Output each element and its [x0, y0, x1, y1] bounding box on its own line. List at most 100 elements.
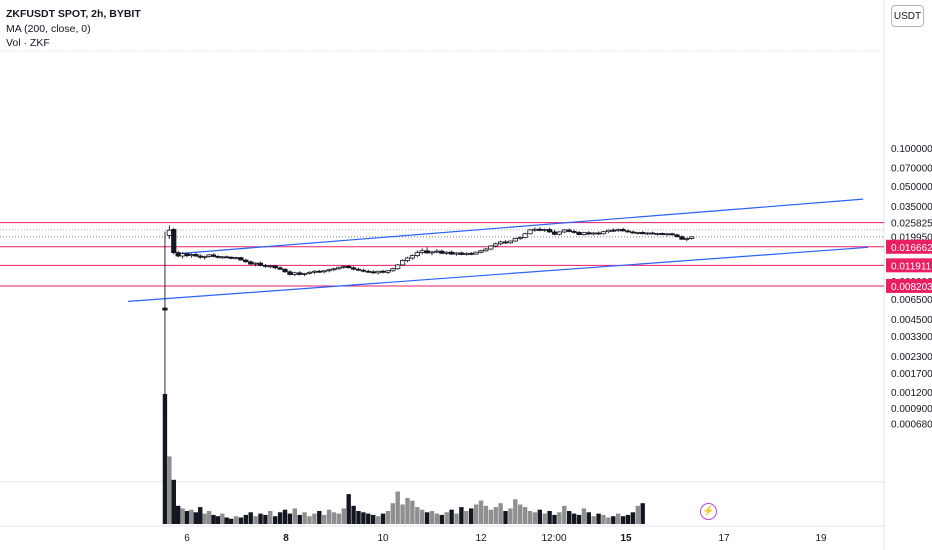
candle-body[interactable]: [409, 255, 416, 259]
candle-body[interactable]: [561, 229, 567, 233]
candle-body[interactable]: [243, 259, 249, 263]
candle-body[interactable]: [248, 261, 254, 265]
candle-body[interactable]: [375, 270, 381, 274]
candle-body[interactable]: [507, 240, 514, 244]
candle-body[interactable]: [171, 229, 177, 254]
candle-body[interactable]: [605, 229, 612, 233]
candle-body[interactable]: [684, 237, 690, 240]
candle-body[interactable]: [610, 229, 616, 232]
candle-body[interactable]: [434, 250, 440, 253]
candle-body[interactable]: [649, 232, 656, 235]
candle-body[interactable]: [497, 241, 504, 245]
candle-body[interactable]: [444, 251, 450, 254]
candle-body[interactable]: [341, 265, 347, 268]
candle-body[interactable]: [527, 229, 533, 235]
candle-body[interactable]: [287, 271, 293, 275]
candle-body[interactable]: [517, 237, 523, 240]
candle-body[interactable]: [576, 232, 582, 235]
candle-body[interactable]: [311, 270, 318, 273]
candle-body[interactable]: [483, 248, 489, 252]
candle-body[interactable]: [654, 233, 661, 235]
candle-body[interactable]: [547, 229, 553, 233]
candle-body[interactable]: [537, 228, 543, 231]
candle-body[interactable]: [390, 268, 396, 272]
trend-line[interactable]: [182, 198, 864, 254]
candle-body[interactable]: [301, 272, 308, 275]
candle-body[interactable]: [439, 250, 445, 254]
candle-body[interactable]: [188, 254, 195, 257]
candle-body[interactable]: [395, 264, 401, 270]
candle-body[interactable]: [219, 256, 225, 259]
candle-body[interactable]: [458, 252, 465, 255]
candle-body[interactable]: [473, 251, 479, 255]
candle-body[interactable]: [512, 238, 518, 242]
candle-body[interactable]: [414, 252, 420, 257]
candle-body[interactable]: [478, 250, 484, 253]
candle-body[interactable]: [224, 256, 230, 259]
currency-unit-button[interactable]: USDT: [891, 5, 924, 27]
candle-body[interactable]: [615, 229, 621, 232]
candle-body[interactable]: [277, 267, 283, 270]
candle-body[interactable]: [355, 268, 362, 271]
candle-body[interactable]: [175, 252, 181, 257]
trend-line[interactable]: [128, 246, 869, 303]
candle-body[interactable]: [262, 264, 269, 267]
candle-body[interactable]: [202, 256, 208, 258]
candle-body[interactable]: [233, 257, 239, 260]
candle-body[interactable]: [238, 257, 244, 261]
candle-body[interactable]: [674, 234, 680, 238]
candle-body[interactable]: [625, 230, 631, 233]
candle-body[interactable]: [429, 251, 435, 254]
candle-body[interactable]: [453, 252, 460, 255]
candle-body[interactable]: [463, 252, 469, 255]
candle-body[interactable]: [645, 232, 651, 235]
candle-body[interactable]: [336, 266, 342, 270]
candle-body[interactable]: [488, 245, 494, 250]
candle-body[interactable]: [193, 254, 199, 257]
candle-body[interactable]: [184, 253, 190, 257]
candle-body[interactable]: [689, 236, 695, 239]
candle-body[interactable]: [316, 270, 322, 273]
candle-body[interactable]: [197, 255, 203, 258]
candle-body[interactable]: [566, 229, 572, 232]
candle-body[interactable]: [448, 251, 455, 255]
candle-body[interactable]: [326, 269, 332, 272]
candle-body[interactable]: [267, 265, 273, 268]
candle-body[interactable]: [419, 250, 425, 254]
candle-body[interactable]: [370, 271, 376, 274]
candle-body[interactable]: [620, 229, 626, 232]
candle-body[interactable]: [542, 229, 548, 231]
candle-body[interactable]: [306, 271, 313, 274]
candle-body[interactable]: [292, 272, 298, 275]
candle-body[interactable]: [252, 262, 259, 265]
candle-body[interactable]: [282, 268, 288, 273]
candle-body[interactable]: [360, 269, 367, 272]
candle-body[interactable]: [162, 307, 168, 311]
candle-body[interactable]: [630, 231, 636, 234]
candle-body[interactable]: [210, 254, 217, 257]
candle-body[interactable]: [571, 231, 577, 233]
candle-body[interactable]: [206, 254, 212, 257]
candle-body[interactable]: [404, 257, 411, 261]
candle-body[interactable]: [502, 241, 509, 244]
candle-body[interactable]: [556, 231, 563, 235]
candle-body[interactable]: [257, 262, 264, 266]
candle-body[interactable]: [635, 232, 641, 234]
candle-body[interactable]: [179, 253, 186, 257]
candle-body[interactable]: [581, 232, 587, 235]
candle-body[interactable]: [551, 231, 558, 235]
candle-body[interactable]: [272, 265, 278, 269]
candle-body[interactable]: [600, 231, 607, 235]
candle-body[interactable]: [321, 270, 327, 273]
candle-body[interactable]: [522, 233, 528, 238]
candle-body[interactable]: [586, 232, 592, 235]
candle-body[interactable]: [346, 265, 352, 269]
candle-body[interactable]: [228, 256, 234, 259]
candle-body[interactable]: [424, 250, 430, 254]
candle-body[interactable]: [350, 267, 357, 270]
candle-body[interactable]: [215, 256, 221, 258]
candle-body[interactable]: [664, 233, 670, 236]
candle-body[interactable]: [596, 232, 602, 235]
candle-body[interactable]: [640, 232, 646, 235]
lightning-event-icon[interactable]: ⚡: [700, 503, 717, 520]
